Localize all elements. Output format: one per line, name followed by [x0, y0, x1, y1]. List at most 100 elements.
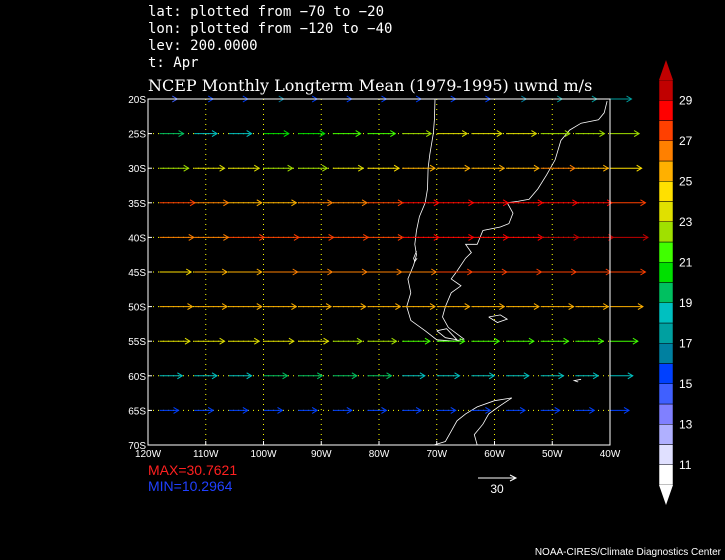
wind-vector [402, 337, 431, 345]
wind-vector [228, 199, 263, 207]
vector-head [603, 303, 610, 311]
vector-head [188, 233, 195, 241]
coast-mainland [406, 98, 608, 342]
wind-vector [194, 372, 218, 380]
wind-vector [332, 303, 367, 311]
wind-vector [575, 372, 600, 380]
vector-head [386, 372, 393, 380]
lon-range-text: lon: plotted from −120 to −40 [148, 21, 393, 37]
wind-vector [228, 406, 249, 414]
wind-vector [610, 337, 639, 345]
vector-head [187, 303, 194, 311]
vector-head [395, 303, 402, 311]
vector-head [185, 268, 193, 276]
wind-vector [159, 372, 184, 380]
wind-vector [402, 268, 438, 276]
colorbar-label: 13 [679, 417, 693, 431]
colorbar-segment [658, 322, 674, 344]
wind-vector [471, 164, 506, 172]
vector-head [642, 233, 649, 241]
vector-head [242, 406, 249, 414]
vector-head [450, 406, 457, 414]
colorbar-segment [658, 363, 674, 384]
wind-vector [228, 372, 253, 380]
vector-head [623, 406, 630, 414]
vector-head [391, 337, 398, 345]
wind-vector [194, 406, 215, 414]
vector-head [633, 130, 641, 138]
vector-head [603, 164, 610, 172]
coast-antarctic-peninsula-east [473, 397, 513, 446]
vector-head [346, 406, 353, 414]
wind-vector [610, 164, 643, 172]
colorbar: 11 13 15 17 19 21 23 25 27 29 [658, 60, 693, 505]
wind-vector [298, 233, 335, 241]
wind-vector [471, 337, 501, 345]
vector-head [219, 337, 226, 345]
plot-metadata: lat: plotted from −70 to −20 lon: plotted… [148, 4, 392, 72]
coast-antarctic-peninsula-west [433, 397, 512, 446]
colorbar-segment [658, 424, 674, 445]
vector-head [459, 337, 466, 345]
vector-head [461, 130, 469, 138]
wind-vector [575, 303, 610, 311]
vector-head [360, 303, 367, 311]
colorbar-segment [658, 383, 674, 405]
wind-vector [263, 233, 300, 241]
wind-vector [402, 233, 440, 241]
wind-vector [506, 303, 540, 311]
colorbar-segment [658, 464, 674, 486]
wind-vector [540, 337, 570, 345]
vector-head [599, 130, 606, 138]
wind-vector [367, 303, 402, 311]
vector-head [564, 130, 571, 138]
wind-vector [367, 199, 404, 207]
vector-head [316, 372, 324, 380]
wind-vector [471, 406, 492, 414]
wind-vector [471, 303, 506, 311]
colorbar-segment [658, 343, 674, 364]
y-tick-label: 55S [128, 337, 146, 348]
vector-head [291, 199, 298, 207]
vector-head [425, 130, 433, 138]
wind-vector [263, 303, 298, 311]
wind-vector [298, 199, 334, 207]
vector-head [292, 268, 299, 276]
ref-vector-head [509, 474, 518, 482]
wind-vector [263, 199, 298, 207]
vector-head [207, 406, 215, 414]
wind-vector [402, 406, 423, 414]
vector-head [323, 337, 330, 345]
reference-vector: 30 [478, 474, 518, 496]
colorbar-segment [658, 241, 674, 263]
vector-head [246, 130, 253, 138]
y-tick-label: 25S [128, 130, 146, 141]
vector-head [636, 164, 643, 172]
y-tick-label: 60S [128, 372, 146, 383]
vector-head [393, 164, 401, 172]
vector-head [531, 130, 538, 138]
wind-vector [263, 406, 284, 414]
colorbar-label: 29 [679, 93, 693, 107]
x-tick-label: 50W [542, 449, 563, 460]
colorbar-min-arrow [659, 485, 673, 505]
vector-head [454, 372, 461, 380]
vector-head [173, 406, 180, 414]
wind-vector [367, 268, 403, 276]
vector-head [361, 268, 368, 276]
wind-vector [471, 199, 510, 207]
colorbar-segment [658, 140, 674, 162]
wind-vector [436, 233, 475, 241]
vector-head [558, 372, 565, 380]
colorbar-segment [658, 302, 674, 324]
wind-vector [263, 337, 295, 345]
wind-vector [402, 199, 440, 207]
wind-vector [298, 372, 324, 380]
wind-vector [332, 199, 368, 207]
vector-head [219, 164, 226, 172]
vector-head [632, 337, 639, 345]
wind-vector [436, 337, 466, 345]
wind-vector [471, 372, 496, 380]
vector-head [288, 337, 295, 345]
wind-vector [298, 337, 330, 345]
